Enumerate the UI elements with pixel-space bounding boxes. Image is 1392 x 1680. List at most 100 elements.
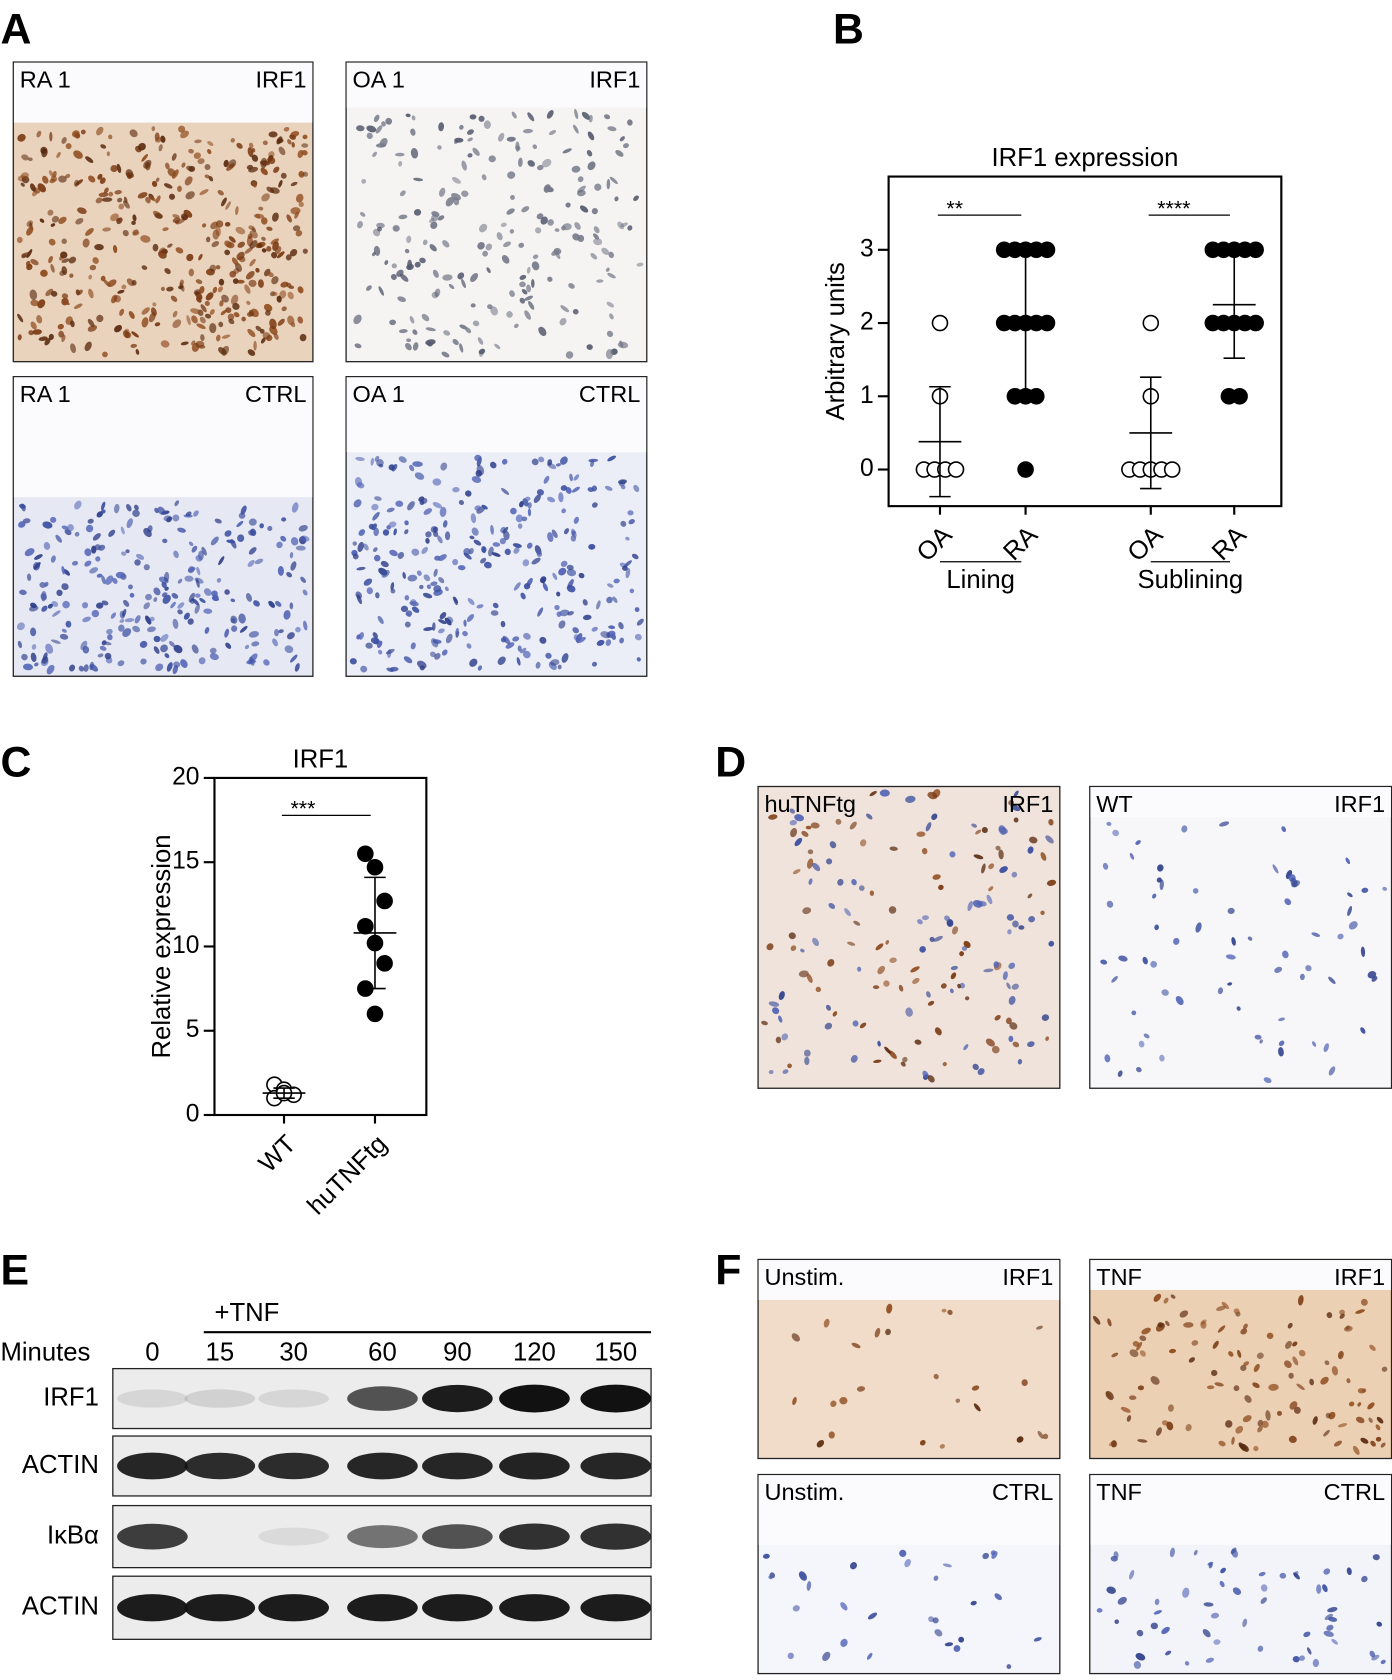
nucleus <box>160 286 165 292</box>
plot-frame <box>213 776 428 1117</box>
nucleus <box>513 323 519 329</box>
nucleus <box>209 647 217 654</box>
nucleus <box>61 628 67 633</box>
nucleus <box>406 235 412 244</box>
nucleus <box>150 616 155 622</box>
nucleus <box>994 1015 1001 1021</box>
nucleus <box>216 578 222 583</box>
nucleus <box>123 599 130 607</box>
nucleus <box>244 644 250 650</box>
nucleus <box>486 267 491 274</box>
nucleus <box>237 534 245 542</box>
nucleus <box>255 267 260 273</box>
nucleus <box>606 596 613 604</box>
nucleus <box>1106 821 1112 826</box>
nucleus <box>1228 1351 1234 1357</box>
nucleus <box>425 537 430 544</box>
nucleus <box>586 149 593 157</box>
nucleus <box>247 349 256 356</box>
nucleus <box>1137 1385 1145 1391</box>
blot-band <box>422 1384 493 1413</box>
nucleus <box>837 878 844 886</box>
nucleus <box>95 602 104 609</box>
nucleus <box>1360 1437 1369 1444</box>
nucleus <box>536 551 543 558</box>
data-point <box>376 892 393 910</box>
data-point <box>376 955 393 972</box>
nucleus <box>516 657 521 666</box>
nucleus <box>295 230 303 237</box>
nucleus <box>515 141 520 152</box>
nucleus <box>1157 864 1164 872</box>
nucleus <box>421 546 429 555</box>
nucleus <box>286 571 293 578</box>
nucleus <box>245 593 253 602</box>
nucleus <box>452 558 459 566</box>
nucleus <box>21 252 30 259</box>
nucleus <box>248 166 259 173</box>
nucleus <box>107 634 113 641</box>
nucleus <box>816 1440 825 1448</box>
nucleus <box>360 212 366 217</box>
nucleus <box>466 643 472 649</box>
nucleus <box>1233 1308 1240 1315</box>
nucleus <box>143 527 152 538</box>
nucleus <box>1006 982 1011 990</box>
blot-band <box>347 1525 418 1549</box>
nucleus <box>547 219 554 226</box>
nucleus <box>1106 1586 1116 1594</box>
nucleus <box>535 227 542 234</box>
nucleus <box>1244 1395 1252 1403</box>
nucleus <box>1027 846 1034 854</box>
nucleus <box>36 130 42 138</box>
nucleus <box>481 504 488 510</box>
nucleus <box>1361 1575 1368 1583</box>
nucleus <box>96 314 104 323</box>
nucleus <box>134 615 141 624</box>
nucleus <box>239 625 248 633</box>
nucleus <box>577 176 584 183</box>
nucleus <box>249 258 256 267</box>
nucleus <box>177 602 185 609</box>
nucleus <box>636 657 641 662</box>
nucleus <box>441 649 448 656</box>
nucleus <box>276 136 283 145</box>
nucleus <box>78 665 85 672</box>
nucleus <box>249 656 255 666</box>
nucleus <box>1048 819 1054 826</box>
nucleus <box>123 200 130 209</box>
nucleus <box>932 1617 939 1624</box>
nucleus <box>372 632 378 639</box>
nucleus <box>790 828 798 838</box>
nucleus <box>438 628 445 634</box>
nucleus <box>479 223 488 233</box>
nucleus <box>146 626 156 633</box>
nucleus <box>998 825 1007 835</box>
nucleus <box>244 284 251 294</box>
nucleus <box>44 338 51 346</box>
nucleus <box>631 553 639 560</box>
y-axis-label: Arbitrary units <box>822 262 850 420</box>
nucleus <box>110 164 118 173</box>
nucleus <box>115 571 126 579</box>
blot-band <box>499 1452 570 1480</box>
nucleus <box>219 300 224 307</box>
nucleus <box>483 120 491 129</box>
nucleus <box>77 207 87 215</box>
nucleus <box>73 303 83 309</box>
nucleus <box>1118 955 1128 962</box>
nucleus <box>302 248 308 254</box>
nucleus <box>290 181 298 187</box>
nucleus <box>522 650 531 659</box>
nucleus <box>1292 1655 1300 1663</box>
nucleus <box>825 1004 831 1011</box>
nucleus <box>787 1063 792 1069</box>
nucleus <box>44 581 49 587</box>
nucleus <box>492 542 501 547</box>
nucleus <box>117 197 123 203</box>
nucleus <box>248 142 254 149</box>
nucleus <box>540 216 548 225</box>
nucleus <box>1006 914 1015 921</box>
nucleus <box>170 601 176 609</box>
nucleus <box>1045 1036 1050 1041</box>
